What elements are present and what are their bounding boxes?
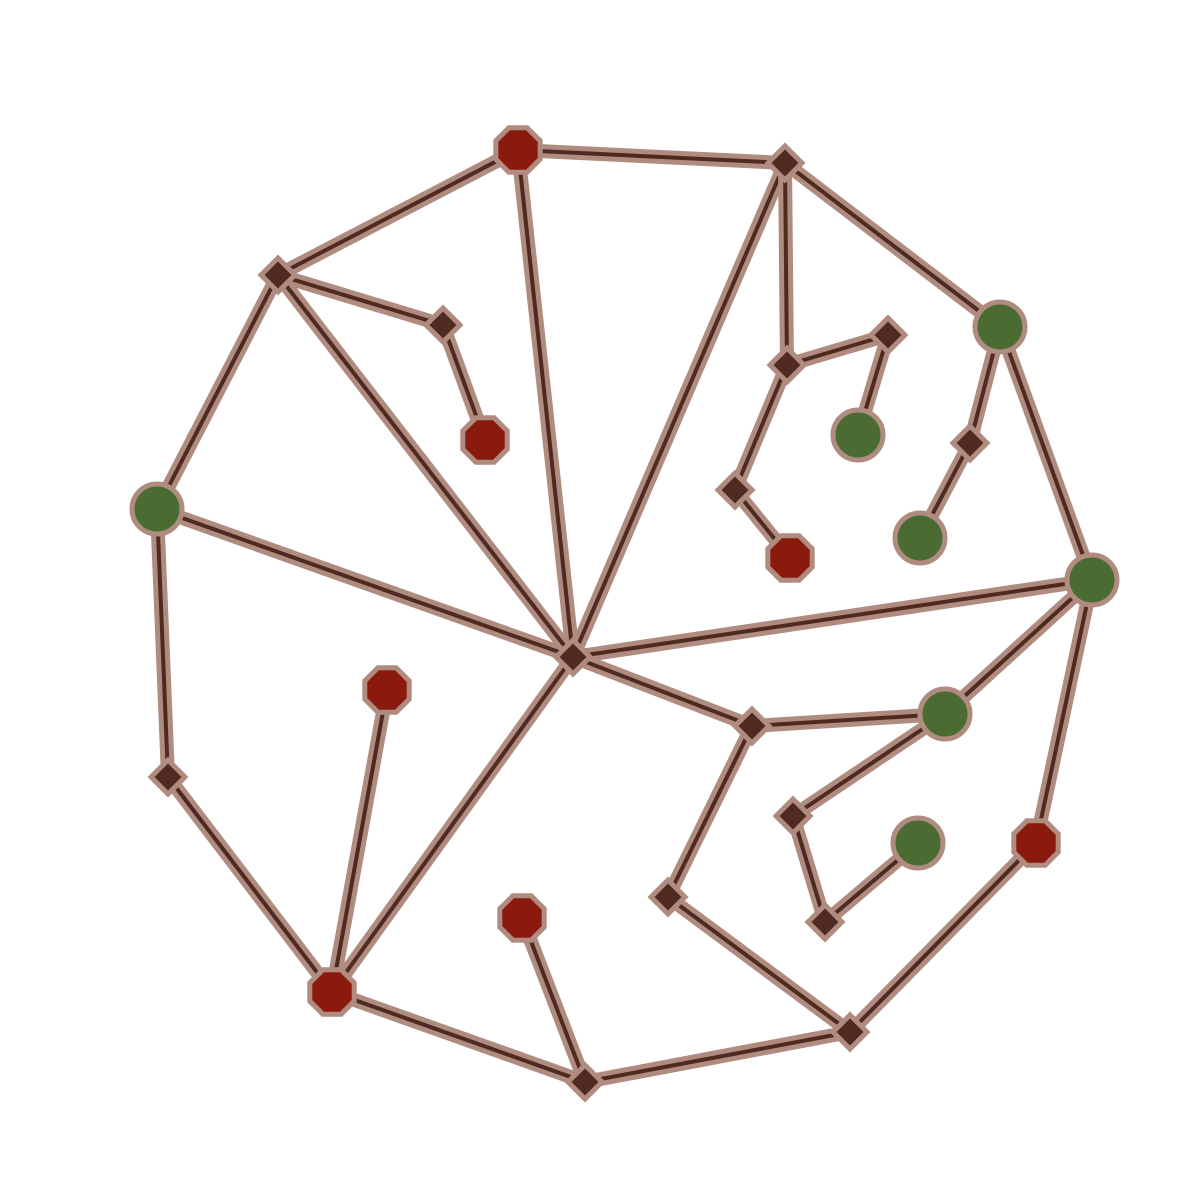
dark-diamond-junction-branch-b-tip-junction: [867, 314, 909, 356]
edge-hub-to-top-red: [511, 143, 580, 664]
edge-core: [943, 578, 1094, 716]
dark-diamond-junction-branch-d-junction: [949, 422, 991, 464]
edge-core: [155, 273, 280, 511]
edge-hub-to-mid-right-junction: [566, 650, 759, 733]
edge-core: [666, 895, 852, 1034]
red-octagon-node-floating-left-red: [362, 665, 412, 715]
dark-diamond-junction-top-right-junction: [764, 142, 806, 184]
dark-diamond-junction-left-lower-junction: [147, 756, 189, 798]
edge-core: [276, 148, 520, 277]
edge-core: [276, 273, 575, 659]
edge-core: [166, 775, 334, 994]
edge-core: [516, 148, 787, 165]
edge-bottom-left-red-to-floating-left-red: [325, 683, 394, 999]
green-circle-node-right-green: [1064, 552, 1120, 608]
edge-core: [783, 161, 1002, 329]
red-octagon-node-branch-c-red: [765, 533, 815, 583]
dark-diamond-junction-branch-a-junction: [422, 304, 464, 346]
edge-core: [583, 1030, 852, 1084]
red-octagon-node-bottom-left-red: [307, 967, 357, 1017]
edge-core: [1034, 578, 1094, 845]
edge-core: [330, 990, 587, 1084]
red-octagon-node-floating-bottom-red: [497, 893, 547, 943]
edge-mid-right-green-to-branch-e-junction: [786, 707, 952, 823]
edge-core: [276, 273, 445, 327]
edge-lower-mid-junction-to-bottom-right-junction: [661, 890, 857, 1039]
dark-diamond-junction-branch-b-junction: [766, 344, 808, 386]
edge-upper-left-junction-to-branch-a-junction: [271, 268, 450, 332]
edge-right-green-to-lower-right-red: [1029, 573, 1099, 850]
edge-core: [666, 724, 754, 899]
edge-core: [571, 161, 787, 659]
dark-diamond-junction-hub: [552, 636, 594, 678]
green-circle-node-mid-right-green: [917, 686, 973, 742]
edge-top-right-junction-to-branch-b-junction: [778, 156, 794, 372]
green-circle-node-branch-b-green: [830, 407, 886, 463]
edge-core: [785, 333, 890, 367]
edge-mid-right-junction-to-mid-right-green: [745, 707, 952, 733]
edge-bottom-right-junction-to-bottom-junction: [578, 1025, 857, 1089]
edge-core: [330, 655, 575, 994]
dark-diamond-junction-branch-e-junction: [772, 795, 814, 837]
green-circle-node-branch-d-green: [892, 510, 948, 566]
dark-diamond-junction-bottom-junction: [564, 1061, 606, 1103]
dark-diamond-junction-bottom-right-junction: [829, 1011, 871, 1053]
edge-core: [998, 325, 1094, 582]
edge-core: [791, 712, 947, 818]
edge-core: [516, 148, 575, 659]
edge-core: [155, 507, 575, 659]
dark-diamond-junction-branch-c-junction: [714, 469, 756, 511]
dark-diamond-junction-upper-left-junction: [257, 254, 299, 296]
edge-core: [155, 507, 170, 779]
edge-hub-to-right-green: [566, 573, 1099, 664]
nodes-layer: [129, 125, 1120, 1103]
edge-core: [783, 161, 789, 367]
edge-left-lower-junction-to-left-green: [150, 502, 175, 784]
edge-left-green-to-upper-left-junction: [150, 268, 285, 516]
edge-core: [571, 578, 1094, 659]
edge-upper-right-green-to-right-green: [993, 320, 1099, 587]
edge-mid-right-junction-to-lower-mid-junction: [661, 719, 759, 904]
edge-core: [750, 712, 947, 728]
edge-top-right-junction-to-upper-right-green: [778, 156, 1007, 334]
edge-core: [330, 688, 389, 994]
edge-top-red-to-top-right-junction: [511, 143, 792, 170]
edge-bottom-junction-to-bottom-left-red: [325, 985, 592, 1089]
red-octagon-node-branch-a-red: [460, 415, 510, 465]
edge-core: [571, 655, 754, 728]
green-circle-node-upper-right-green: [972, 299, 1028, 355]
dark-diamond-junction-lower-mid-junction: [647, 876, 689, 918]
edge-branch-b-junction-to-branch-c-junction: [728, 358, 794, 497]
dark-diamond-junction-mid-right-junction: [731, 705, 773, 747]
edge-hub-to-upper-left-junction: [271, 268, 580, 664]
edge-core: [733, 363, 789, 492]
edge-core: [791, 814, 827, 924]
edge-upper-left-junction-to-top-red: [271, 143, 525, 282]
edge-bottom-junction-to-floating-bottom-red: [515, 911, 592, 1089]
edge-mid-right-green-to-right-green: [938, 573, 1099, 721]
green-circle-node-branch-e-green: [890, 815, 946, 871]
edge-hub-to-left-green: [150, 502, 580, 664]
edge-core: [520, 916, 587, 1084]
edge-branch-b-junction-to-branch-b-tip-junction: [780, 328, 895, 372]
green-circle-node-left-green: [129, 481, 185, 537]
edge-core: [848, 841, 1038, 1034]
edges-layer: [150, 143, 1099, 1089]
red-octagon-node-lower-right-red: [1011, 818, 1061, 868]
edge-bottom-left-red-to-left-lower-junction: [161, 770, 339, 999]
red-octagon-node-top-red: [493, 125, 543, 175]
edge-hub-to-bottom-left-red: [325, 650, 580, 999]
edge-hub-to-top-right-junction: [566, 156, 792, 664]
edge-branch-e-junction-to-branch-e-tip-junction: [786, 809, 832, 929]
dark-diamond-junction-branch-e-tip-junction: [804, 901, 846, 943]
edge-lower-right-red-to-bottom-right-junction: [843, 836, 1043, 1039]
